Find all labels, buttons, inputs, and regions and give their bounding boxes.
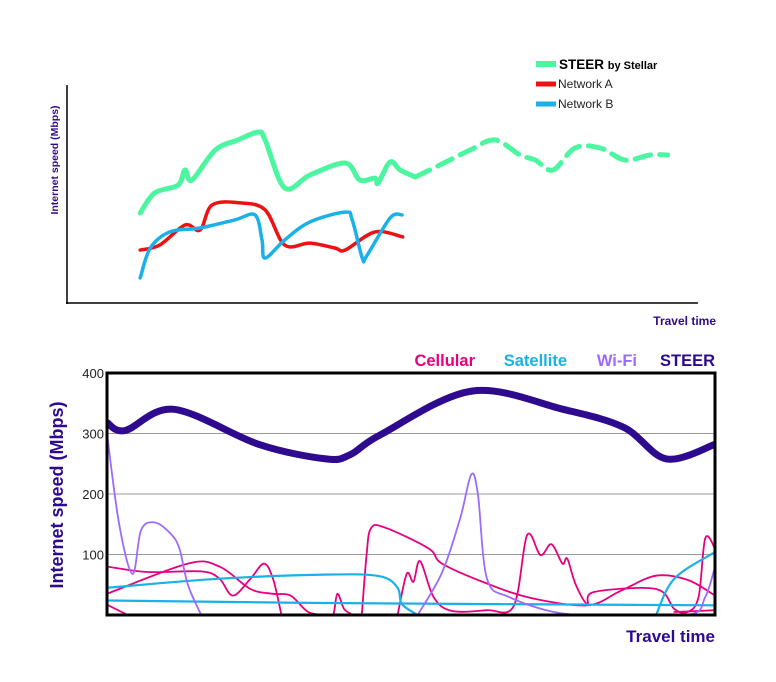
plot-frame <box>105 371 717 617</box>
legend-satellite: Satellite <box>504 352 567 370</box>
legend-label-network-b: Network B <box>558 97 613 111</box>
series-line-wi-fi <box>107 432 203 615</box>
series-line-steer <box>107 386 715 464</box>
legend-steer-name: STEER <box>559 57 604 72</box>
series-line-cellular <box>107 560 355 615</box>
series-line-wi-fi <box>416 472 715 615</box>
series-line-steer-by-stellar-dashed <box>412 137 671 180</box>
bottom-x-axis-label: Travel time <box>626 627 715 646</box>
legend-cellular: Cellular <box>414 352 475 370</box>
bottom-legend: Cellular Satellite Wi-Fi STEER <box>414 352 715 370</box>
series-line-cellular <box>396 532 715 615</box>
series-line-cellular <box>107 603 129 615</box>
top-chart: Internet speed (Mbps) Travel time STEER … <box>49 57 716 328</box>
legend-label-network-a: Network A <box>558 77 613 91</box>
legend-steer: STEER <box>660 352 715 370</box>
top-legend: STEER by Stellar Network A Network B <box>536 57 658 111</box>
series-line-network-b <box>138 210 404 280</box>
y-tick-label: 100 <box>82 548 104 563</box>
series-line-cellular <box>360 524 715 615</box>
y-tick-label: 400 <box>82 366 104 381</box>
series-line-satellite <box>654 551 715 615</box>
top-y-axis-label: Internet speed (Mbps) <box>49 105 61 214</box>
bottom-chart: 400 300 200 100 Internet speed (Mbps) Trave… <box>47 352 717 646</box>
series-line-cellular <box>673 609 715 613</box>
legend-wifi: Wi-Fi <box>597 352 637 370</box>
series-line-network-a <box>138 200 405 253</box>
y-tick-label: 200 <box>82 487 104 502</box>
y-tick-label: 300 <box>82 427 104 442</box>
series-line-satellite <box>107 599 715 607</box>
series-line-cellular <box>107 562 283 615</box>
series-line-satellite <box>107 573 419 615</box>
legend-label-steer: STEER by Stellar <box>559 57 658 72</box>
series-line-steer-by-stellar <box>137 129 418 216</box>
legend-steer-suffix: by Stellar <box>608 60 658 72</box>
bottom-y-axis-label: Internet speed (Mbps) <box>47 401 67 588</box>
top-x-axis-label: Travel time <box>653 314 716 328</box>
